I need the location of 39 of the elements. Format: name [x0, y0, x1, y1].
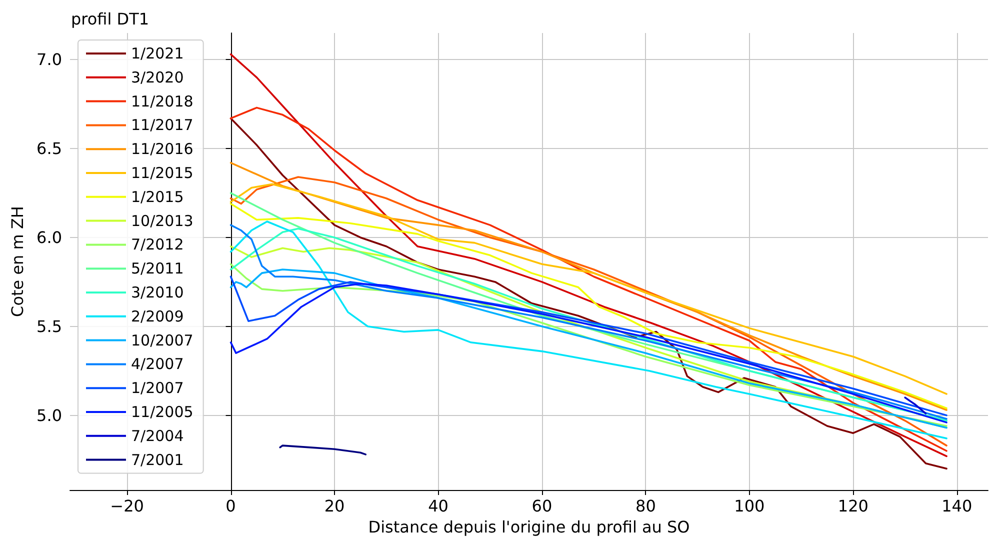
x-tick-label: 20	[324, 496, 345, 516]
y-tick-label: 6.5	[36, 139, 62, 158]
x-axis-title: Distance depuis l'origine du profil au SO	[368, 517, 690, 536]
legend-label: 11/2016	[131, 140, 194, 158]
x-tick-label: 140	[942, 496, 972, 516]
legend-label: 1/2007	[131, 379, 184, 398]
legend-label: 2/2009	[131, 307, 184, 326]
legend-label: 11/2017	[131, 116, 194, 134]
x-tick-label: 80	[636, 496, 656, 516]
legend-label: 1/2021	[131, 44, 184, 62]
legend-label: 7/2004	[131, 426, 184, 445]
legend-label: 7/2012	[131, 236, 184, 254]
y-tick-label: 5.5	[36, 316, 62, 336]
legend-label: 4/2007	[131, 355, 184, 374]
y-tick-label: 6.0	[36, 228, 62, 247]
x-tick-label: 120	[838, 496, 868, 516]
y-axis-title: Cote en m ZH	[8, 206, 28, 317]
legend-label: 11/2015	[131, 164, 194, 182]
x-tick-label: 60	[532, 496, 552, 516]
x-tick-label: 100	[734, 496, 765, 516]
x-tick-label: 40	[428, 496, 448, 516]
x-tick-label: 0	[226, 496, 236, 516]
chart-title: profil DT1	[71, 10, 150, 28]
legend-label: 11/2018	[131, 92, 194, 110]
y-tick-label: 5.0	[36, 406, 62, 425]
legend-label: 3/2010	[131, 284, 184, 302]
line-series	[279, 444, 367, 456]
x-tick-label: −20	[110, 496, 144, 516]
legend-label: 11/2005	[131, 403, 194, 421]
legend-label: 10/2013	[131, 212, 194, 230]
legend-label: 1/2015	[131, 188, 184, 206]
y-tick-label: 7.0	[36, 50, 62, 70]
line-series	[904, 396, 927, 414]
legend-label: 10/2007	[131, 331, 194, 350]
legend-label: 7/2001	[131, 450, 184, 469]
legend-label: 3/2020	[131, 68, 184, 86]
line-series	[230, 183, 948, 395]
legend-label: 5/2011	[131, 260, 184, 278]
line-series	[230, 162, 948, 411]
